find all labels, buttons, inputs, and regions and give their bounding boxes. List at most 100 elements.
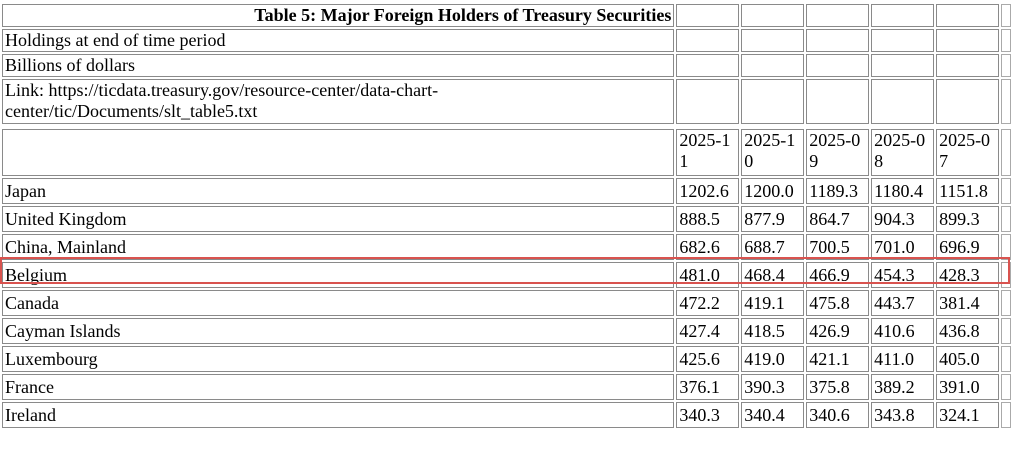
value-cell: 1180.4 [871, 178, 935, 204]
empty-cell [871, 79, 935, 124]
empty-cell [741, 79, 805, 124]
country-cell: Japan [2, 178, 675, 204]
value-cell: 701.0 [871, 234, 935, 260]
empty-cell [806, 4, 870, 27]
value-cell: 877.9 [741, 206, 805, 232]
empty-cell [676, 4, 740, 27]
value-cell: 904.3 [871, 206, 935, 232]
empty-cell [676, 54, 740, 77]
value-cell: 381.4 [936, 290, 999, 316]
source-link[interactable]: Link: https://ticdata.treasury.gov/resou… [2, 79, 675, 124]
value-cell: 436.8 [936, 318, 999, 344]
empty-cell [741, 54, 805, 77]
value-cell: 343.8 [871, 402, 935, 428]
table-subtitle-holdings: Holdings at end of time period [2, 29, 675, 52]
country-cell: Ireland [2, 402, 675, 428]
empty-cell [1000, 402, 1011, 428]
value-cell: 468.4 [741, 262, 805, 288]
table-row: Belgium 481.0 468.4 466.9 454.3 428.3 [2, 262, 1011, 288]
header-country [2, 129, 675, 176]
value-cell: 475.8 [806, 290, 870, 316]
empty-cell [741, 29, 805, 52]
value-cell: 391.0 [936, 374, 999, 400]
value-cell: 700.5 [806, 234, 870, 260]
empty-cell [1000, 4, 1011, 27]
table-row: France 376.1 390.3 375.8 389.2 391.0 [2, 374, 1011, 400]
column-header: 2025-10 [741, 129, 805, 176]
value-cell: 419.0 [741, 346, 805, 372]
value-cell: 696.9 [936, 234, 999, 260]
value-cell: 427.4 [676, 318, 740, 344]
units-row: Billions of dollars [2, 54, 1011, 77]
country-cell: China, Mainland [2, 234, 675, 260]
table-subtitle-units: Billions of dollars [2, 54, 675, 77]
link-row: Link: https://ticdata.treasury.gov/resou… [2, 79, 1011, 124]
empty-cell [1000, 129, 1011, 176]
empty-cell [871, 4, 935, 27]
table-row: Japan 1202.6 1200.0 1189.3 1180.4 1151.8 [2, 178, 1011, 204]
table-row: Canada 472.2 419.1 475.8 443.7 381.4 [2, 290, 1011, 316]
empty-cell [806, 79, 870, 124]
value-cell: 682.6 [676, 234, 740, 260]
empty-cell [1000, 318, 1011, 344]
value-cell: 421.1 [806, 346, 870, 372]
table-row: Luxembourg 425.6 419.0 421.1 411.0 405.0 [2, 346, 1011, 372]
empty-cell [936, 54, 999, 77]
empty-cell [676, 79, 740, 124]
column-header: 2025-09 [806, 129, 870, 176]
empty-cell [1000, 178, 1011, 204]
value-cell: 410.6 [871, 318, 935, 344]
value-cell: 405.0 [936, 346, 999, 372]
empty-cell [1000, 54, 1011, 77]
value-cell: 454.3 [871, 262, 935, 288]
value-cell: 389.2 [871, 374, 935, 400]
empty-cell [1000, 290, 1011, 316]
empty-cell [1000, 79, 1011, 124]
country-cell: Belgium [2, 262, 675, 288]
treasury-holders-table: Table 5: Major Foreign Holders of Treasu… [0, 2, 1013, 430]
country-cell: Canada [2, 290, 675, 316]
country-cell: France [2, 374, 675, 400]
value-cell: 340.4 [741, 402, 805, 428]
value-cell: 1200.0 [741, 178, 805, 204]
empty-cell [1000, 262, 1011, 288]
country-cell: Cayman Islands [2, 318, 675, 344]
empty-cell [1000, 29, 1011, 52]
value-cell: 390.3 [741, 374, 805, 400]
table-row: Ireland 340.3 340.4 340.6 343.8 324.1 [2, 402, 1011, 428]
empty-cell [936, 4, 999, 27]
value-cell: 375.8 [806, 374, 870, 400]
value-cell: 1151.8 [936, 178, 999, 204]
value-cell: 1202.6 [676, 178, 740, 204]
value-cell: 428.3 [936, 262, 999, 288]
empty-cell [676, 29, 740, 52]
country-cell: United Kingdom [2, 206, 675, 232]
value-cell: 481.0 [676, 262, 740, 288]
title-row: Table 5: Major Foreign Holders of Treasu… [2, 4, 1011, 27]
empty-cell [936, 29, 999, 52]
empty-cell [741, 4, 805, 27]
value-cell: 340.3 [676, 402, 740, 428]
value-cell: 340.6 [806, 402, 870, 428]
value-cell: 899.3 [936, 206, 999, 232]
value-cell: 418.5 [741, 318, 805, 344]
data-rows: Japan 1202.6 1200.0 1189.3 1180.4 1151.8 Unite… [2, 178, 1011, 428]
value-cell: 888.5 [676, 206, 740, 232]
empty-cell [806, 29, 870, 52]
table-title: Table 5: Major Foreign Holders of Treasu… [2, 4, 675, 27]
empty-cell [936, 79, 999, 124]
value-cell: 426.9 [806, 318, 870, 344]
subtitle-row: Holdings at end of time period [2, 29, 1011, 52]
column-header: 2025-11 [676, 129, 740, 176]
empty-cell [871, 29, 935, 52]
empty-cell [1000, 374, 1011, 400]
column-header: 2025-08 [871, 129, 935, 176]
country-cell: Luxembourg [2, 346, 675, 372]
empty-cell [1000, 234, 1011, 260]
empty-cell [806, 54, 870, 77]
table-row: Cayman Islands 427.4 418.5 426.9 410.6 436.8 [2, 318, 1011, 344]
value-cell: 376.1 [676, 374, 740, 400]
value-cell: 411.0 [871, 346, 935, 372]
empty-cell [1000, 346, 1011, 372]
value-cell: 466.9 [806, 262, 870, 288]
